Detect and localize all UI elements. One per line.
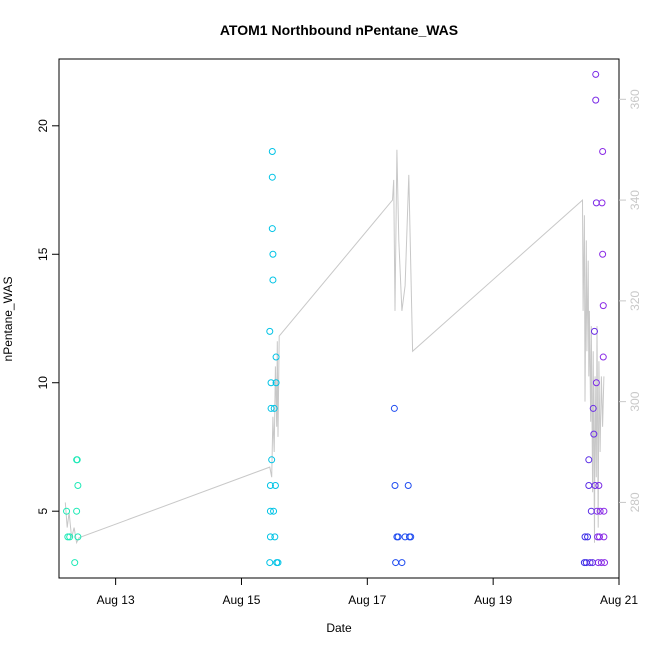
data-point bbox=[271, 482, 279, 490]
data-point bbox=[599, 353, 607, 361]
y-tick-label: 5 bbox=[36, 508, 50, 515]
data-point bbox=[268, 456, 276, 464]
y-tick-label: 15 bbox=[36, 247, 50, 261]
data-point bbox=[394, 533, 402, 541]
data-point bbox=[270, 507, 278, 515]
data-point bbox=[598, 199, 606, 207]
x-tick-label: Aug 15 bbox=[222, 593, 260, 607]
data-point bbox=[592, 70, 600, 78]
data-point bbox=[592, 96, 600, 104]
data-point bbox=[266, 482, 274, 490]
data-point bbox=[595, 533, 603, 541]
data-point bbox=[585, 482, 593, 490]
plot-frame bbox=[58, 58, 620, 579]
data-point bbox=[595, 482, 603, 490]
chart-title: ATOM1 Northbound nPentane_WAS bbox=[220, 22, 458, 38]
data-point bbox=[587, 507, 595, 515]
data-point bbox=[267, 379, 275, 387]
data-point bbox=[268, 147, 276, 155]
data-point bbox=[597, 559, 605, 567]
data-point bbox=[592, 199, 600, 207]
data-point bbox=[599, 147, 607, 155]
x-tick-label: Aug 21 bbox=[600, 593, 638, 607]
data-point bbox=[274, 559, 282, 567]
data-point bbox=[73, 456, 81, 464]
x-axis-label: Date bbox=[326, 621, 352, 635]
data-point bbox=[600, 533, 608, 541]
data-point bbox=[269, 276, 277, 284]
y2-tick-label: 280 bbox=[628, 492, 642, 512]
data-point bbox=[590, 327, 598, 335]
x-tick-label: Aug 17 bbox=[348, 593, 386, 607]
y2-tick-label: 340 bbox=[628, 190, 642, 210]
data-point bbox=[74, 482, 82, 490]
data-point bbox=[64, 533, 72, 541]
data-point bbox=[266, 327, 274, 335]
data-point bbox=[271, 533, 279, 541]
data-point bbox=[63, 507, 71, 515]
data-point bbox=[585, 456, 593, 464]
data-point bbox=[266, 533, 274, 541]
data-point bbox=[268, 173, 276, 181]
data-point bbox=[404, 482, 412, 490]
x-tick-label: Aug 19 bbox=[474, 593, 512, 607]
data-point bbox=[269, 250, 277, 258]
data-point bbox=[599, 302, 607, 310]
data-point bbox=[596, 507, 604, 515]
data-point bbox=[407, 533, 415, 541]
y2-tick-label: 360 bbox=[628, 89, 642, 109]
data-point bbox=[272, 353, 280, 361]
data-point bbox=[268, 225, 276, 233]
data-point bbox=[398, 559, 406, 567]
data-point bbox=[593, 507, 601, 515]
data-point bbox=[592, 379, 600, 387]
y2-tick-label: 300 bbox=[628, 391, 642, 411]
data-point bbox=[599, 250, 607, 258]
y-tick-label: 10 bbox=[36, 376, 50, 390]
data-point bbox=[392, 559, 400, 567]
data-point bbox=[73, 507, 81, 515]
y-tick-label: 20 bbox=[36, 119, 50, 133]
data-point bbox=[584, 533, 592, 541]
data-point bbox=[581, 533, 589, 541]
data-point bbox=[590, 430, 598, 438]
secondary-series-line bbox=[64, 149, 605, 545]
data-point bbox=[71, 559, 79, 567]
axes-layer: Aug 13 Aug 15 Aug 17 Aug 19 Aug 21 5 10 15 20 280… bbox=[36, 89, 642, 607]
data-point bbox=[589, 404, 597, 412]
y2-tick-label: 320 bbox=[628, 291, 642, 311]
data-point bbox=[266, 559, 274, 567]
data-point bbox=[586, 559, 594, 567]
data-point bbox=[600, 507, 608, 515]
data-point bbox=[266, 507, 274, 515]
data-point bbox=[272, 379, 280, 387]
points-layer bbox=[63, 70, 609, 567]
data-point bbox=[267, 404, 275, 412]
data-point bbox=[270, 404, 278, 412]
y-axis-label: nPentane_WAS bbox=[1, 277, 15, 362]
data-point bbox=[390, 404, 398, 412]
data-point bbox=[591, 482, 599, 490]
data-point bbox=[391, 482, 399, 490]
data-point bbox=[66, 533, 74, 541]
data-point bbox=[601, 559, 609, 567]
secondary-line-layer bbox=[64, 149, 605, 545]
x-tick-label: Aug 13 bbox=[97, 593, 135, 607]
data-point bbox=[74, 533, 82, 541]
